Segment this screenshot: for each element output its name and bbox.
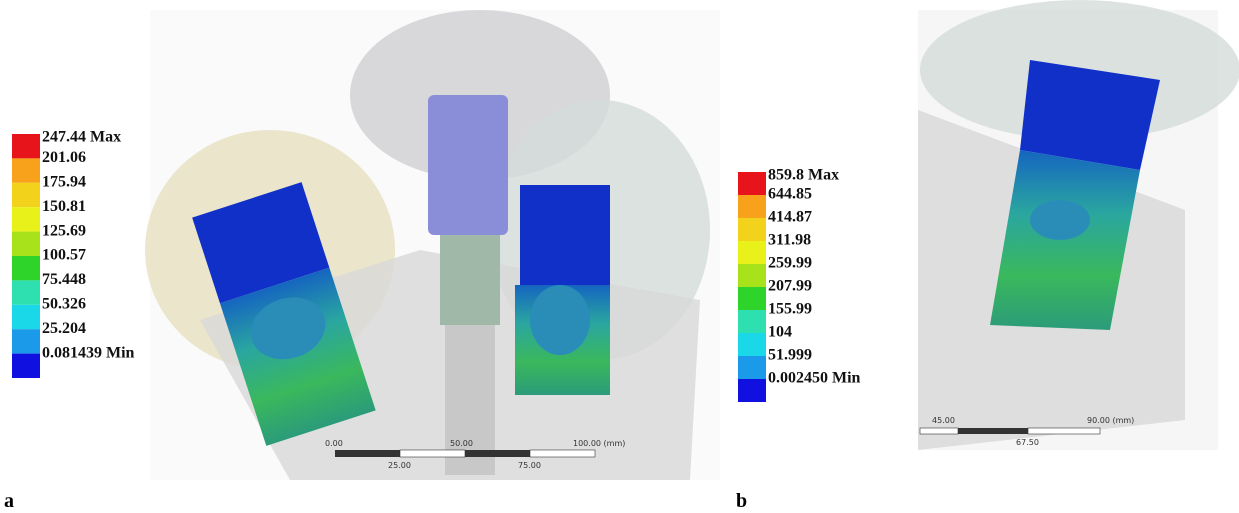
legend-label: 104 xyxy=(768,324,792,341)
scale-bar-label: 67.50 xyxy=(1016,438,1039,447)
legend-swatch xyxy=(12,207,40,231)
scale-bar-label: 90.00 (mm) xyxy=(1087,416,1134,425)
legend-label: 0.081439 Min xyxy=(42,344,135,361)
legend-swatch xyxy=(12,256,40,280)
legend-label: 414.87 xyxy=(768,209,812,226)
legend-swatch xyxy=(12,232,40,256)
legend-swatch xyxy=(738,356,766,379)
legend-label: 150.81 xyxy=(42,198,86,215)
legend-swatch xyxy=(12,183,40,207)
legend-label: 125.69 xyxy=(42,222,86,239)
scale-bar-label: 100.00 (mm) xyxy=(573,439,625,448)
panel-b-render xyxy=(918,0,1239,450)
legend-swatch xyxy=(738,172,766,195)
legend-label: 311.98 xyxy=(768,232,811,249)
legend-swatch xyxy=(12,158,40,182)
legend-swatch xyxy=(738,333,766,356)
legend-swatch xyxy=(738,195,766,218)
legend-label: 51.999 xyxy=(768,347,812,364)
scale-bar-label: 25.00 xyxy=(388,461,411,470)
legend-label: 175.94 xyxy=(42,173,86,190)
scale-bar-label: 0.00 xyxy=(325,439,343,448)
figure: a b 247.44 Max 201.06 175.94 150.81 125.69 10… xyxy=(0,0,1239,513)
legend-label: 859.8 Max xyxy=(768,167,839,184)
legend-swatch xyxy=(738,241,766,264)
legend-label: 207.99 xyxy=(768,278,812,295)
legend-label: 247.44 Max xyxy=(42,129,121,146)
panel-letter: b xyxy=(736,490,747,512)
scale-bar-label: 50.00 xyxy=(450,439,473,448)
legend-label: 25.204 xyxy=(42,320,86,337)
legend-swatch xyxy=(738,287,766,310)
scale-bar-label: 75.00 xyxy=(518,461,541,470)
legend-swatch xyxy=(12,280,40,304)
legend-swatch xyxy=(12,354,40,378)
panel-letter: a xyxy=(4,490,14,512)
panel-a-render xyxy=(145,10,720,480)
legend-label: 50.326 xyxy=(42,295,86,312)
scale-bar-label: 45.00 xyxy=(932,416,955,425)
legend-swatch xyxy=(738,218,766,241)
legend-swatch xyxy=(12,329,40,353)
legend-label: 100.57 xyxy=(42,247,86,264)
legend-label: 201.06 xyxy=(42,149,86,166)
legend-label: 644.85 xyxy=(768,186,812,203)
legend-label: 75.448 xyxy=(42,271,86,288)
legend-swatch xyxy=(12,305,40,329)
legend-swatch xyxy=(738,379,766,402)
legend-label: 0.002450 Min xyxy=(768,370,861,387)
legend-label: 259.99 xyxy=(768,255,812,272)
legend-swatch xyxy=(738,310,766,333)
legend-label: 155.99 xyxy=(768,301,812,318)
legend-swatch xyxy=(738,264,766,287)
legend-swatch xyxy=(12,134,40,158)
